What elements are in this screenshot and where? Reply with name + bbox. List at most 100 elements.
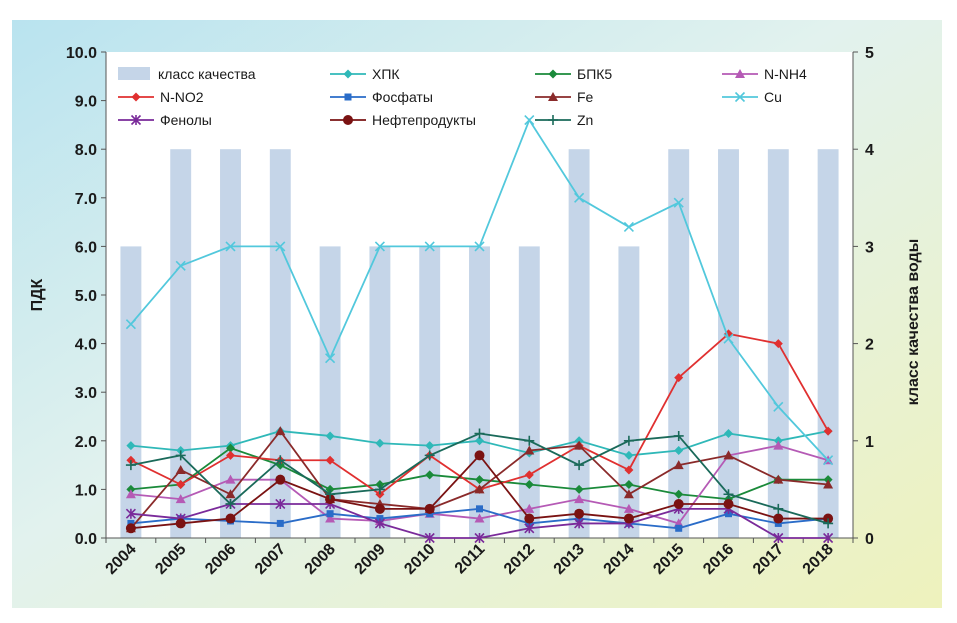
y-left-tick-label: 9.0 bbox=[75, 94, 97, 111]
data-point-triangle bbox=[175, 494, 186, 504]
legend-item: БПК5 bbox=[535, 66, 612, 82]
y-right-tick-label: 4 bbox=[865, 142, 874, 159]
data-point-triangle bbox=[524, 445, 535, 455]
data-point-plus bbox=[548, 115, 558, 125]
data-point-triangle bbox=[673, 460, 684, 470]
data-point-triangle bbox=[574, 440, 585, 450]
data-point-diamond bbox=[343, 69, 353, 79]
data-point-triangle bbox=[125, 489, 136, 499]
y-left-tick-label: 1.0 bbox=[75, 482, 97, 499]
data-point-diamond bbox=[226, 450, 235, 460]
data-point-triangle bbox=[275, 426, 286, 436]
y-right-tick-label: 2 bbox=[865, 337, 874, 354]
data-point-triangle bbox=[773, 474, 784, 484]
legend-label: Fe bbox=[577, 89, 594, 105]
data-point-triangle bbox=[175, 464, 186, 474]
data-point-plus bbox=[175, 450, 186, 461]
quality-class-bar bbox=[817, 149, 839, 538]
data-point-x bbox=[723, 333, 734, 344]
legend-label: N-NO2 bbox=[160, 89, 204, 105]
data-point-square bbox=[476, 505, 483, 513]
data-point-plus bbox=[723, 489, 734, 500]
data-point-diamond bbox=[524, 470, 534, 480]
data-point-diamond bbox=[524, 480, 534, 490]
data-point-triangle bbox=[548, 92, 558, 101]
y-right-tick-label: 3 bbox=[865, 239, 874, 256]
legend-item: Zn bbox=[535, 112, 593, 128]
legend-item: класс качества bbox=[118, 66, 256, 82]
data-point-diamond bbox=[325, 431, 335, 441]
data-point-star bbox=[374, 518, 385, 529]
data-point-triangle bbox=[225, 489, 236, 499]
legend-label: Фосфаты bbox=[372, 89, 433, 105]
data-point-triangle bbox=[723, 450, 734, 460]
data-point-star bbox=[773, 532, 784, 544]
data-point-diamond bbox=[624, 465, 634, 475]
data-point-x bbox=[175, 260, 186, 271]
legend-item: Cu bbox=[722, 89, 782, 105]
data-point-diamond bbox=[425, 470, 435, 480]
data-point-star bbox=[823, 532, 834, 544]
data-point-diamond bbox=[574, 484, 584, 494]
data-point-diamond bbox=[548, 69, 558, 79]
legend-item: N-NO2 bbox=[118, 89, 204, 105]
data-point-circle bbox=[773, 513, 784, 524]
data-point-x bbox=[734, 91, 746, 103]
data-point-diamond bbox=[131, 92, 141, 102]
data-point-x bbox=[424, 241, 435, 252]
data-point-square bbox=[326, 510, 334, 518]
quality-class-bar bbox=[469, 246, 490, 538]
data-point-triangle bbox=[474, 484, 485, 494]
data-point-diamond bbox=[624, 480, 634, 490]
data-point-plus bbox=[474, 428, 485, 439]
y-left-tick-label: 0.0 bbox=[75, 531, 97, 548]
y-left-tick-label: 2.0 bbox=[75, 434, 97, 451]
legend-label: N-NH4 bbox=[764, 66, 807, 82]
data-point-circle bbox=[275, 474, 286, 485]
legend-label: Фенолы bbox=[160, 112, 212, 128]
data-point-triangle bbox=[773, 440, 784, 450]
data-point-triangle bbox=[225, 474, 236, 484]
y-axis-left-title: ПДК bbox=[29, 278, 46, 311]
data-point-x bbox=[823, 455, 834, 466]
data-point-x bbox=[125, 319, 136, 330]
data-point-x bbox=[524, 114, 535, 126]
data-point-circle bbox=[574, 508, 585, 519]
quality-class-bar bbox=[319, 246, 341, 538]
data-point-x bbox=[623, 221, 634, 233]
data-point-triangle bbox=[524, 503, 535, 513]
legend-item: ХПК bbox=[330, 66, 400, 82]
y-right-tick-label: 0 bbox=[865, 531, 874, 548]
data-point-triangle bbox=[474, 513, 485, 523]
data-point-circle bbox=[175, 518, 186, 529]
data-point-plus bbox=[125, 460, 136, 471]
data-point-x bbox=[673, 197, 684, 208]
data-point-circle bbox=[623, 513, 634, 524]
data-point-star bbox=[524, 523, 535, 534]
data-point-triangle bbox=[623, 489, 634, 499]
data-point-diamond bbox=[325, 455, 335, 465]
data-point-triangle bbox=[823, 479, 834, 489]
data-point-diamond bbox=[475, 475, 484, 485]
data-point-diamond bbox=[674, 446, 684, 456]
data-point-circle bbox=[343, 115, 353, 125]
series-Cu bbox=[125, 114, 834, 466]
data-point-star bbox=[130, 114, 142, 126]
y-right-tick-label: 1 bbox=[865, 434, 874, 451]
quality-class-bar bbox=[170, 149, 192, 538]
y-left-tick-label: 7.0 bbox=[75, 191, 97, 208]
data-point-diamond bbox=[226, 443, 235, 453]
data-point-x bbox=[474, 241, 485, 252]
y-left-tick-label: 8.0 bbox=[75, 142, 97, 159]
y-left-tick-label: 10.0 bbox=[66, 45, 97, 62]
quality-class-bar bbox=[518, 246, 540, 538]
data-point-triangle bbox=[735, 69, 745, 78]
data-point-diamond bbox=[724, 429, 733, 439]
legend-label: Cu bbox=[764, 89, 782, 105]
data-point-plus bbox=[275, 455, 286, 466]
data-point-diamond bbox=[126, 441, 136, 451]
data-point-triangle bbox=[623, 503, 634, 513]
data-point-circle bbox=[225, 513, 236, 524]
data-point-triangle bbox=[325, 513, 336, 523]
series-Нефтепродукты bbox=[125, 450, 834, 534]
